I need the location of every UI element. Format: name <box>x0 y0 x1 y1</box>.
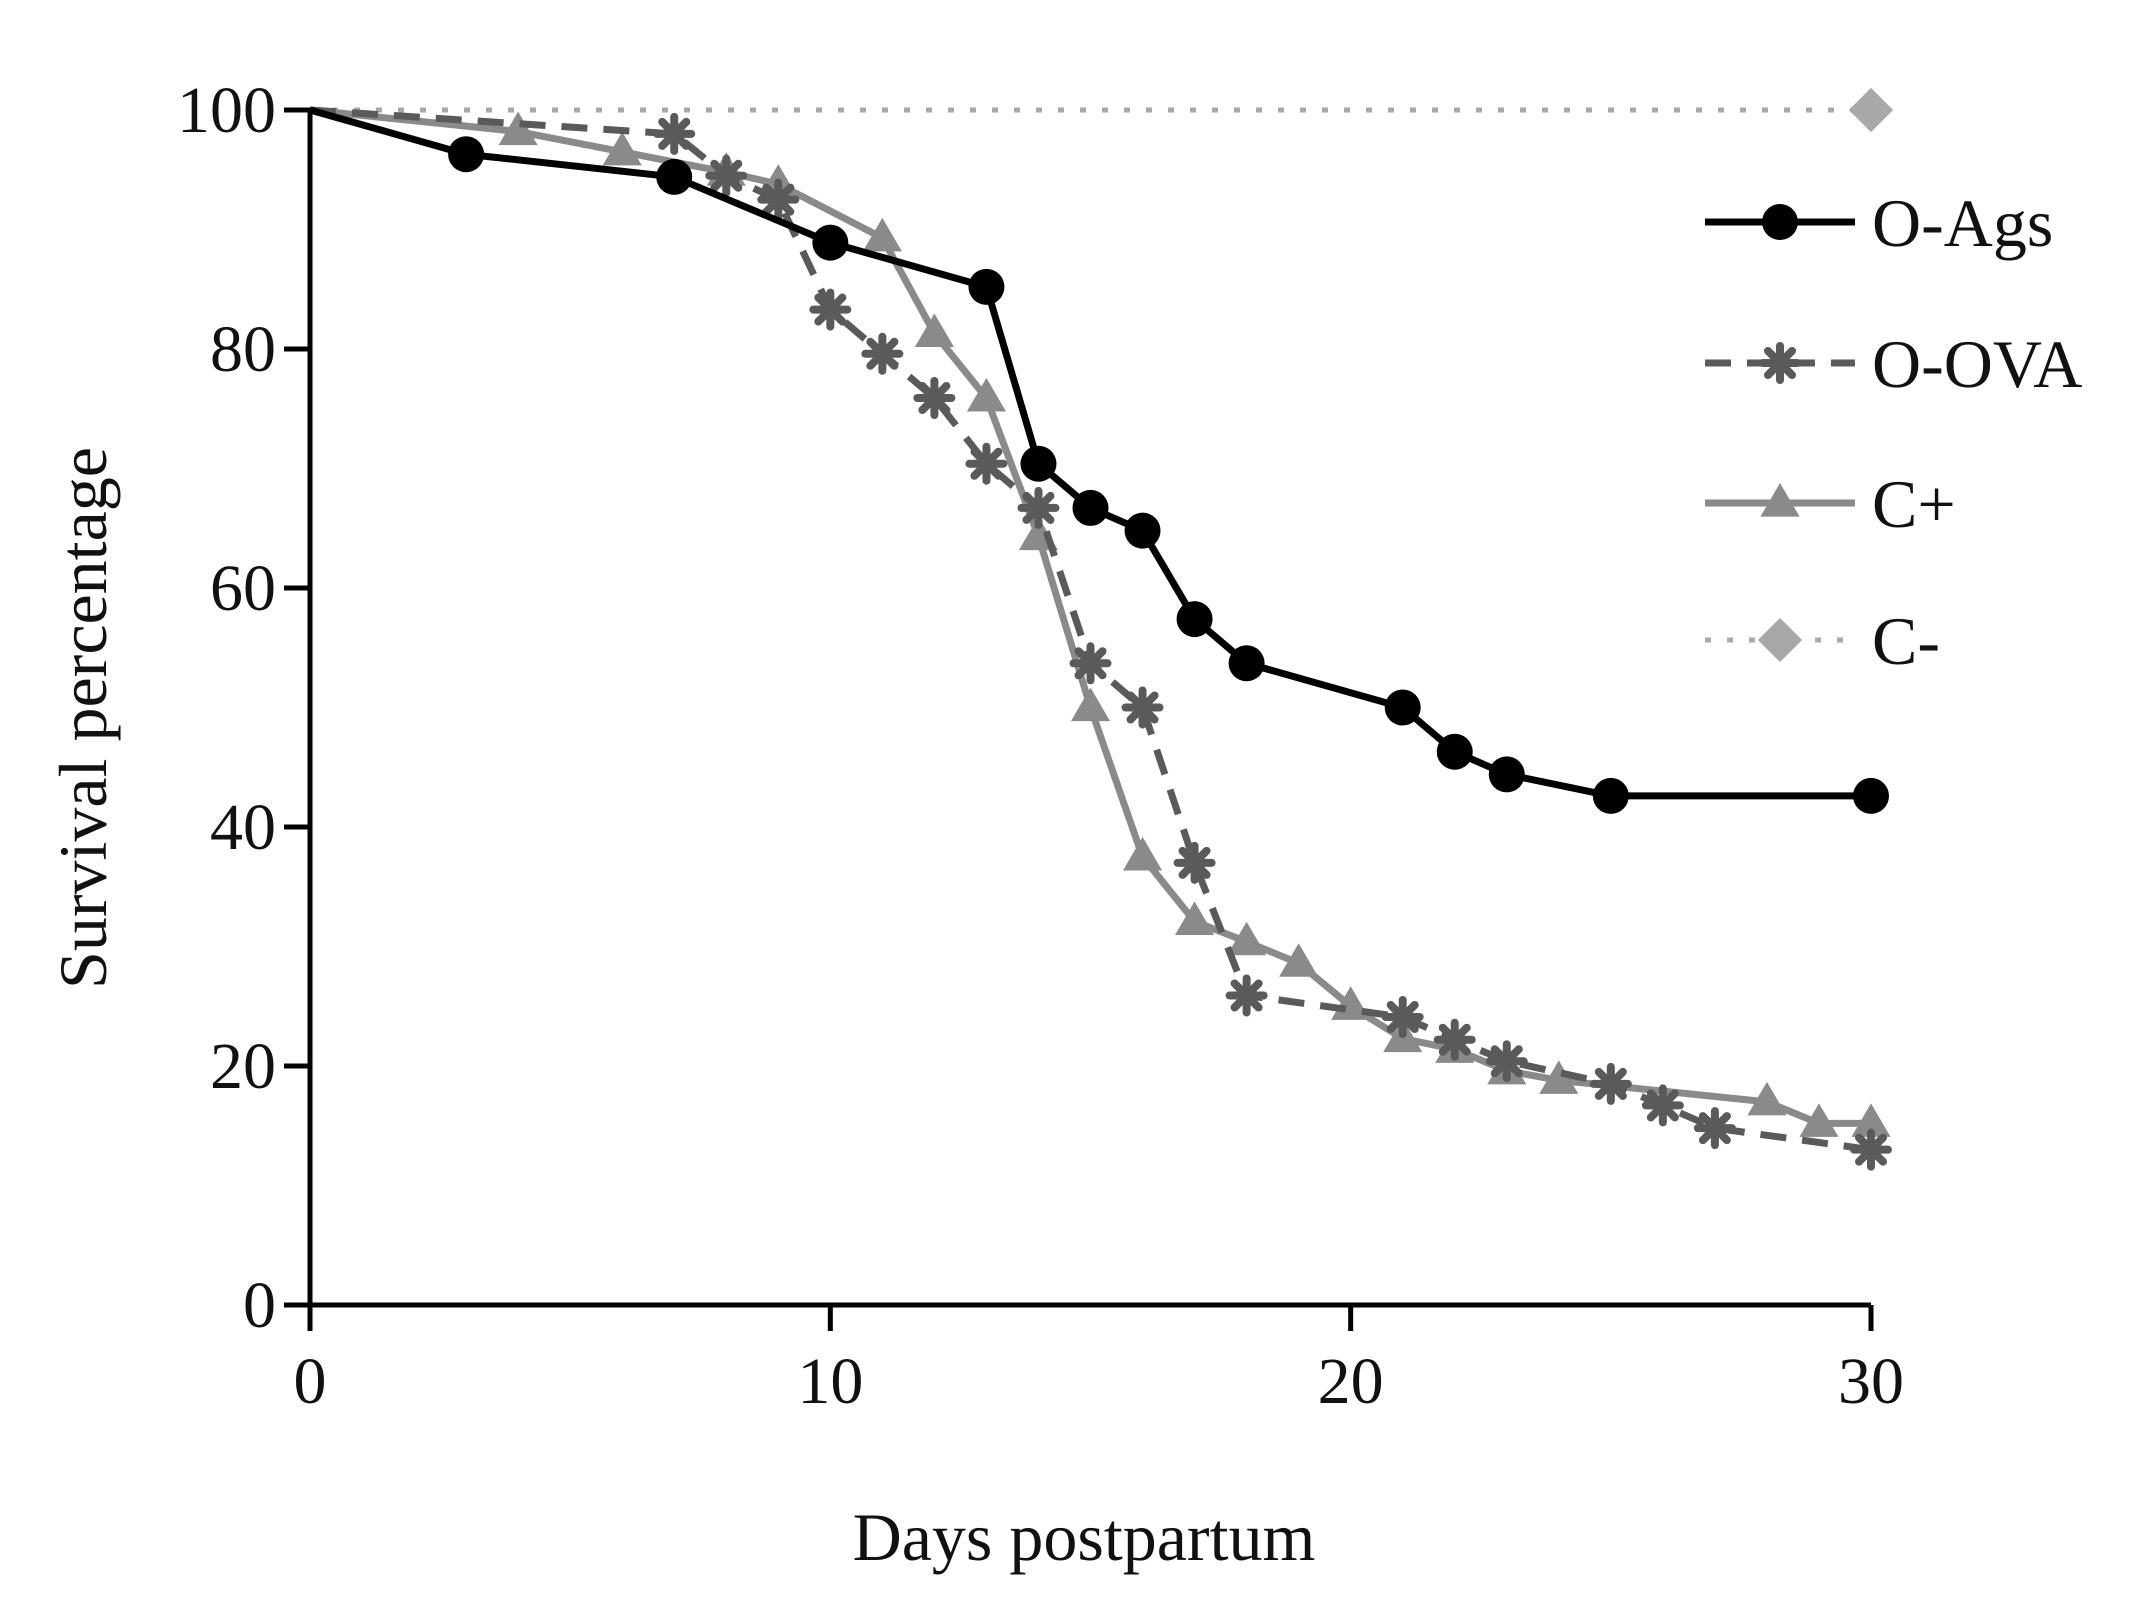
legend-label: O-OVA <box>1872 326 2082 402</box>
x-tick-label: 0 <box>294 1345 327 1418</box>
data-point <box>1589 1062 1632 1105</box>
legend-marker <box>1757 617 1803 663</box>
data-point <box>1485 1040 1528 1083</box>
data-point <box>1853 777 1889 814</box>
data-point <box>705 154 748 197</box>
y-tick-label: 20 <box>210 1030 276 1103</box>
x-axis-title: Days postpartum <box>853 1499 1316 1575</box>
data-point <box>602 131 642 166</box>
data-point <box>1747 1081 1787 1116</box>
data-point <box>1641 1084 1684 1127</box>
data-point <box>809 288 852 331</box>
series-O-Ags <box>309 106 1889 814</box>
y-tick-label: 100 <box>177 74 276 147</box>
data-point <box>656 158 693 195</box>
data-point <box>1020 445 1057 482</box>
data-point <box>757 178 800 221</box>
data-point <box>914 313 954 348</box>
data-point <box>862 217 902 252</box>
data-point <box>1279 943 1319 977</box>
data-point <box>1069 642 1112 685</box>
data-point <box>1121 686 1164 729</box>
data-point <box>1017 486 1060 529</box>
y-tick-label: 80 <box>210 313 276 386</box>
y-tick-label: 0 <box>243 1269 276 1342</box>
data-point <box>1122 836 1163 871</box>
x-tick-label: 30 <box>1838 1345 1904 1418</box>
data-point <box>1227 921 1267 956</box>
data-point <box>498 111 538 146</box>
legend-entry: O-OVA <box>1705 326 2082 402</box>
legend-label: C+ <box>1872 466 1956 542</box>
data-point <box>1799 1103 1839 1137</box>
legend-entry: C+ <box>1705 466 1956 542</box>
data-point <box>653 112 696 155</box>
data-point <box>1173 841 1216 884</box>
data-point <box>966 377 1006 412</box>
series-C- <box>310 87 1894 133</box>
legend-label: C- <box>1872 603 1940 679</box>
x-tick-label: 10 <box>797 1345 863 1418</box>
data-point <box>965 442 1008 485</box>
plot-area <box>309 87 1894 1171</box>
axes: 0 20 40 60 80 100 0 10 20 30 <box>177 74 1904 1418</box>
data-point <box>1384 689 1421 726</box>
data-point <box>1176 601 1213 638</box>
data-point <box>1175 901 1215 935</box>
data-point <box>861 332 904 375</box>
series-line <box>309 106 1871 1127</box>
data-point <box>1381 996 1424 1039</box>
data-point <box>1693 1107 1736 1150</box>
data-point <box>1070 687 1111 722</box>
y-tick-label: 60 <box>210 552 276 625</box>
series-line <box>309 106 1872 1154</box>
data-point <box>1072 489 1109 526</box>
series-C+ <box>309 106 1891 1137</box>
data-point <box>968 268 1005 305</box>
data-point <box>1488 756 1525 793</box>
data-point <box>1592 777 1629 814</box>
y-axis-title: Survival percentage <box>45 447 121 989</box>
legend-entry: C- <box>1705 603 1940 679</box>
data-point <box>1124 512 1161 549</box>
data-point <box>1436 733 1473 770</box>
data-point <box>812 224 849 261</box>
data-point <box>913 376 956 419</box>
x-tick-label: 20 <box>1318 1345 1384 1418</box>
legend-marker <box>1762 204 1798 240</box>
data-point <box>1433 1018 1476 1061</box>
data-point <box>1851 1103 1891 1137</box>
y-tick-label: 40 <box>210 791 276 864</box>
data-point <box>1850 1128 1892 1171</box>
data-point <box>1228 645 1265 682</box>
legend: O-Ags O-OVA C+ C- <box>1705 185 2082 679</box>
legend-marker <box>1760 482 1800 517</box>
legend-entry: O-Ags <box>1705 185 2053 261</box>
series-O-OVA <box>309 106 1892 1171</box>
data-point <box>1225 974 1268 1017</box>
data-point <box>448 136 485 173</box>
legend-marker <box>1759 342 1801 384</box>
data-point <box>1539 1060 1579 1094</box>
legend-label: O-Ags <box>1872 185 2053 261</box>
data-point <box>1848 87 1894 133</box>
